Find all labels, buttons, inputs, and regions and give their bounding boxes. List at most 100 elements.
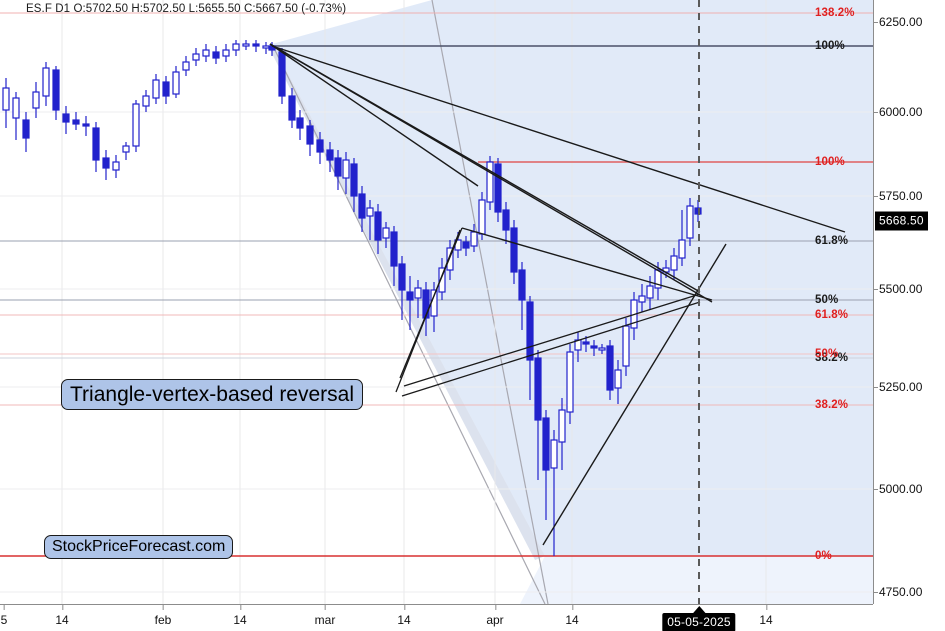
- candle-body: [358, 193, 366, 219]
- candle-body: [414, 287, 422, 299]
- candle-body: [62, 113, 70, 123]
- fib-level-label: 61.8%: [815, 309, 849, 321]
- candle-body: [590, 345, 598, 349]
- candle-body: [470, 231, 478, 247]
- candle-body: [534, 357, 542, 421]
- candle-body: [212, 51, 220, 59]
- candle-body: [2, 87, 10, 111]
- candle-body: [598, 347, 606, 351]
- candle-body: [550, 439, 558, 469]
- candle-body: [606, 345, 614, 391]
- watermark-callout[interactable]: StockPriceForecast.com: [44, 535, 234, 559]
- candle-body: [582, 341, 590, 345]
- price-chart-plot[interactable]: ES.F D1 O:5702.50 H:5702.50 L:5655.50 C:…: [0, 0, 873, 604]
- candle-body: [566, 351, 574, 413]
- watermark-label: StockPriceForecast.com: [52, 538, 226, 555]
- candle-body: [334, 157, 342, 177]
- pattern-trendlines: [269, 43, 846, 546]
- candle-body: [374, 211, 382, 241]
- candle-body: [72, 119, 80, 125]
- price-axis-tick: 6000.00: [873, 105, 923, 119]
- candle-body: [162, 81, 170, 97]
- candle-body: [52, 69, 60, 111]
- candle-body: [518, 269, 526, 301]
- candle-body: [252, 43, 260, 47]
- candle-body: [132, 103, 140, 147]
- candle-body: [316, 139, 324, 153]
- candle-body: [326, 149, 334, 161]
- candle-body: [112, 161, 120, 171]
- date-axis-tick: 14: [565, 605, 579, 627]
- callout-leader-lines: [395, 227, 701, 397]
- annotation-callout-reversal[interactable]: Triangle-vertex-based reversal: [61, 379, 364, 410]
- candle-body: [232, 43, 240, 51]
- date-axis-tick: 14: [397, 605, 411, 627]
- price-axis-tick: 5500.00: [873, 282, 923, 296]
- fib-level-label: 38.2%: [815, 352, 849, 364]
- candle-body: [494, 163, 502, 213]
- cursor-date-tag: 05-05-2025: [662, 606, 736, 631]
- date-axis-tick: apr: [486, 605, 504, 627]
- fib-level-label: 138.2%: [815, 7, 855, 19]
- date-axis-tick: feb: [154, 605, 172, 627]
- candle-body: [152, 79, 160, 99]
- candle-body: [670, 255, 678, 271]
- date-axis-tick: 5: [0, 605, 8, 627]
- candle-body: [398, 263, 406, 291]
- date-axis-tick: mar: [314, 605, 336, 627]
- candle-body: [32, 91, 40, 109]
- price-axis-tick: 5000.00: [873, 482, 923, 496]
- candle-body: [406, 291, 414, 301]
- fib-level-label: 38.2%: [815, 399, 849, 411]
- candle-body: [510, 227, 518, 273]
- candle-body: [678, 239, 686, 259]
- date-axis[interactable]: 5 14 feb 14 mar 14 apr 14 14 05-05-2025: [0, 604, 873, 631]
- candle-body: [22, 119, 30, 139]
- fib-level-label: 50%: [815, 348, 839, 360]
- price-axis[interactable]: 6250.00 6000.00 5750.00 5500.00 5250.00 5000.…: [873, 0, 945, 604]
- candle-body: [350, 163, 358, 197]
- projection-cone: [268, 0, 873, 604]
- candle-body: [342, 159, 350, 179]
- candle-body: [222, 49, 230, 57]
- candle-body: [142, 95, 150, 107]
- candle-body: [422, 289, 430, 319]
- price-axis-tick: 6250.00: [873, 15, 923, 29]
- candle-body: [82, 123, 90, 127]
- candle-body: [638, 295, 646, 303]
- candle-body: [278, 51, 286, 97]
- fib-level-label: 0%: [815, 550, 832, 562]
- fib-level-label: 50%: [815, 294, 839, 306]
- chart-vector-layer: [0, 0, 873, 604]
- candle-body: [182, 61, 190, 71]
- price-axis-tick: 4750.00: [873, 585, 923, 599]
- date-axis-tick: 14: [55, 605, 69, 627]
- candle-body: [296, 117, 304, 129]
- price-axis-tick: 5750.00: [873, 189, 923, 203]
- date-axis-tick: 14: [759, 605, 773, 627]
- candle-body: [686, 205, 694, 239]
- candle-body: [462, 241, 470, 249]
- candle-body: [172, 71, 180, 95]
- ohlc-header: ES.F D1 O:5702.50 H:5702.50 L:5655.50 C:…: [26, 3, 347, 15]
- candle-body: [542, 417, 550, 471]
- candle-body: [382, 227, 390, 239]
- candle-body: [558, 409, 566, 443]
- fib-level-label: 100%: [815, 156, 845, 168]
- candle-body: [102, 157, 110, 169]
- candlestick-series: [2, 40, 702, 556]
- candle-body: [446, 247, 454, 271]
- candle-body: [42, 67, 50, 97]
- candle-body: [622, 325, 630, 367]
- candle-body: [262, 45, 270, 49]
- current-price-tag: 5668.50: [875, 211, 928, 231]
- candle-body: [242, 43, 250, 47]
- candle-body: [366, 207, 374, 217]
- candle-body: [202, 49, 210, 57]
- candle-body: [478, 199, 486, 235]
- candle-body: [614, 369, 622, 389]
- candle-body: [526, 301, 534, 361]
- candle-body: [438, 267, 446, 293]
- candle-body: [486, 161, 494, 203]
